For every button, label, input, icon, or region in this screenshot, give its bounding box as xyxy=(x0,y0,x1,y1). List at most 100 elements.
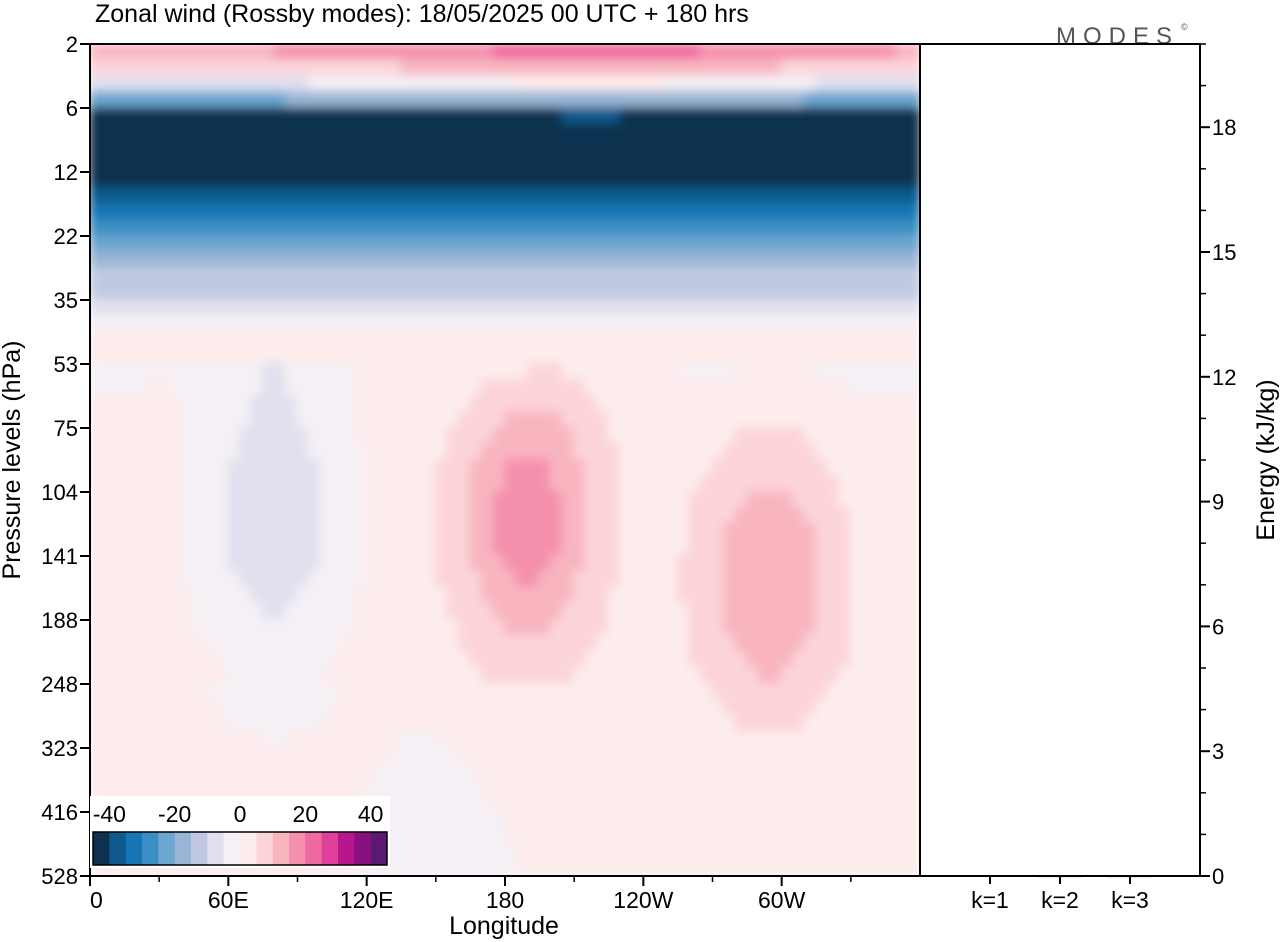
heatmap-cell xyxy=(769,507,783,525)
heatmap-cell xyxy=(308,379,322,397)
heatmap-cell xyxy=(238,491,253,509)
heatmap-cell xyxy=(100,699,115,717)
heatmap-cell xyxy=(734,699,749,717)
heatmap-cell xyxy=(158,507,172,525)
heatmap-cell xyxy=(100,44,115,61)
heatmap-cell xyxy=(723,123,737,141)
heatmap-cell xyxy=(826,235,841,253)
heatmap-cell xyxy=(872,123,887,141)
heatmap-cell xyxy=(204,699,218,717)
heatmap-cell xyxy=(90,187,103,205)
heatmap-cell xyxy=(434,779,449,797)
heatmap-cell xyxy=(538,123,553,141)
heatmap-cell xyxy=(423,283,437,301)
heatmap-cell xyxy=(123,123,138,141)
heatmap-cell xyxy=(538,75,553,93)
heatmap-cell xyxy=(619,155,633,173)
heatmap-cell xyxy=(423,651,437,669)
heatmap-cell xyxy=(630,811,645,829)
heatmap-cell xyxy=(676,123,691,141)
heatmap-cell xyxy=(400,683,414,701)
heatmap-cell xyxy=(803,651,818,669)
heatmap-cell xyxy=(907,651,920,669)
heatmap-cell xyxy=(365,523,380,541)
heatmap-cell xyxy=(261,379,276,397)
heatmap-cell xyxy=(515,283,530,301)
heatmap-cell xyxy=(596,427,610,445)
heatmap-cell xyxy=(815,267,829,285)
heatmap-cell xyxy=(400,123,414,141)
heatmap-cell xyxy=(388,651,403,669)
heatmap-cell xyxy=(365,683,380,701)
heatmap-cell xyxy=(688,715,702,733)
heatmap-cell xyxy=(596,635,610,653)
heatmap-cell xyxy=(607,411,622,429)
heatmap-cell xyxy=(284,379,299,397)
heatmap-cell xyxy=(907,619,920,637)
heatmap-cell xyxy=(411,571,426,589)
heatmap-cell xyxy=(596,75,610,93)
heatmap-cell xyxy=(803,795,818,813)
heatmap-cell xyxy=(515,635,530,653)
heatmap-cell xyxy=(607,123,622,141)
heatmap-cell xyxy=(480,219,495,237)
heatmap-cell xyxy=(469,555,483,573)
heatmap-cell xyxy=(734,347,749,365)
heatmap-cell xyxy=(561,155,576,173)
heatmap-cell xyxy=(711,91,726,109)
heatmap-cell xyxy=(630,203,645,221)
heatmap-cell xyxy=(181,651,195,669)
heatmap-cell xyxy=(480,379,495,397)
heatmap-cell xyxy=(780,59,795,77)
heatmap-cell xyxy=(849,379,864,397)
heatmap-cell xyxy=(261,299,276,317)
heatmap-cell xyxy=(550,635,564,653)
heatmap-cell xyxy=(895,187,910,205)
heatmap-cell xyxy=(815,44,829,61)
heatmap-cell xyxy=(169,443,184,461)
heatmap-cell xyxy=(365,571,380,589)
heatmap-cell xyxy=(308,123,322,141)
heatmap-cell xyxy=(711,395,726,413)
heatmap-cell xyxy=(342,203,357,221)
heatmap-cell xyxy=(688,699,702,717)
heatmap-cell xyxy=(838,699,852,717)
heatmap-cell xyxy=(342,587,357,605)
heatmap-cell xyxy=(158,219,172,237)
heatmap-cell xyxy=(342,667,357,685)
heatmap-cell xyxy=(215,251,230,269)
heatmap-cell xyxy=(642,75,656,93)
heatmap-cell xyxy=(123,44,138,61)
heatmap-cell xyxy=(792,683,806,701)
heatmap-cell xyxy=(826,107,841,125)
heatmap-cell xyxy=(849,91,864,109)
heatmap-cell xyxy=(492,699,506,717)
heatmap-cell xyxy=(630,379,645,397)
heatmap-cell xyxy=(665,443,679,461)
heatmap-cell xyxy=(100,91,115,109)
heatmap-cell xyxy=(227,715,241,733)
heatmap-cell xyxy=(527,59,541,77)
heatmap-cell xyxy=(238,475,253,493)
heatmap-cell xyxy=(90,683,103,701)
heatmap-cell xyxy=(515,763,530,781)
heatmap-cell xyxy=(146,523,161,541)
heatmap-cell xyxy=(711,555,726,573)
heatmap-cell xyxy=(181,347,195,365)
heatmap-cell xyxy=(215,315,230,333)
heatmap-cell xyxy=(112,75,126,93)
heatmap-cell xyxy=(792,827,806,845)
heatmap-cell xyxy=(308,347,322,365)
heatmap-cell xyxy=(711,171,726,189)
heatmap-cell xyxy=(746,379,760,397)
heatmap-cell xyxy=(619,411,633,429)
heatmap-cell xyxy=(261,59,276,77)
heatmap-cell xyxy=(480,795,495,813)
heatmap-cell xyxy=(377,91,391,109)
heatmap-cell xyxy=(308,331,322,349)
heatmap-cell xyxy=(331,251,345,269)
heatmap-cell xyxy=(100,267,115,285)
heatmap-cell xyxy=(630,459,645,477)
heatmap-cell xyxy=(688,523,702,541)
heatmap-cell xyxy=(884,667,898,685)
